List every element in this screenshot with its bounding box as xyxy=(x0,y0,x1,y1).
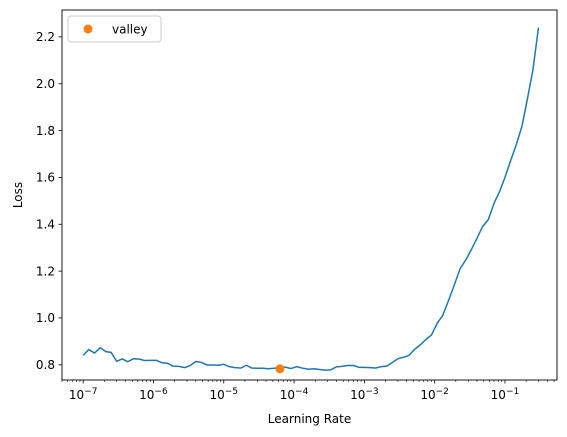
x-tick-label: 10−1 xyxy=(491,387,520,402)
legend-label-valley: valley xyxy=(112,23,148,37)
y-tick-label: 2.0 xyxy=(36,77,55,91)
loss-curve-line xyxy=(82,27,540,371)
x-tick-label: 10−6 xyxy=(139,387,168,402)
valley-point xyxy=(275,364,285,374)
plot-frame xyxy=(61,9,558,381)
legend-marker-valley xyxy=(83,24,93,34)
y-tick-label: 2.2 xyxy=(36,30,55,44)
x-axis-label: Learning Rate xyxy=(268,412,351,426)
legend: valley xyxy=(67,15,162,43)
y-tick-label: 1.4 xyxy=(36,217,55,231)
x-tick-label: 10−5 xyxy=(209,387,238,402)
y-tick-label: 0.8 xyxy=(36,358,55,372)
x-tick-label: 10−3 xyxy=(350,387,379,402)
x-tick-label: 10−2 xyxy=(420,387,449,402)
legend-box xyxy=(67,15,162,43)
y-tick-label: 1.0 xyxy=(36,311,55,325)
x-tick-label: 10−7 xyxy=(69,387,98,402)
plot-markers xyxy=(275,364,285,374)
plot-lines xyxy=(82,27,540,371)
y-axis: 0.8 1.0 1.2 1.4 1.6 1.8 2.0 2.2 xyxy=(36,30,62,372)
y-tick-label: 1.2 xyxy=(36,264,55,278)
x-axis: 10−7 10−6 10−5 10−4 10−3 10−2 10−1 xyxy=(61,380,555,402)
x-tick-label: 10−4 xyxy=(280,387,309,402)
y-axis-label: Loss xyxy=(11,182,25,208)
y-tick-label: 1.8 xyxy=(36,124,55,138)
y-tick-label: 1.6 xyxy=(36,171,55,185)
